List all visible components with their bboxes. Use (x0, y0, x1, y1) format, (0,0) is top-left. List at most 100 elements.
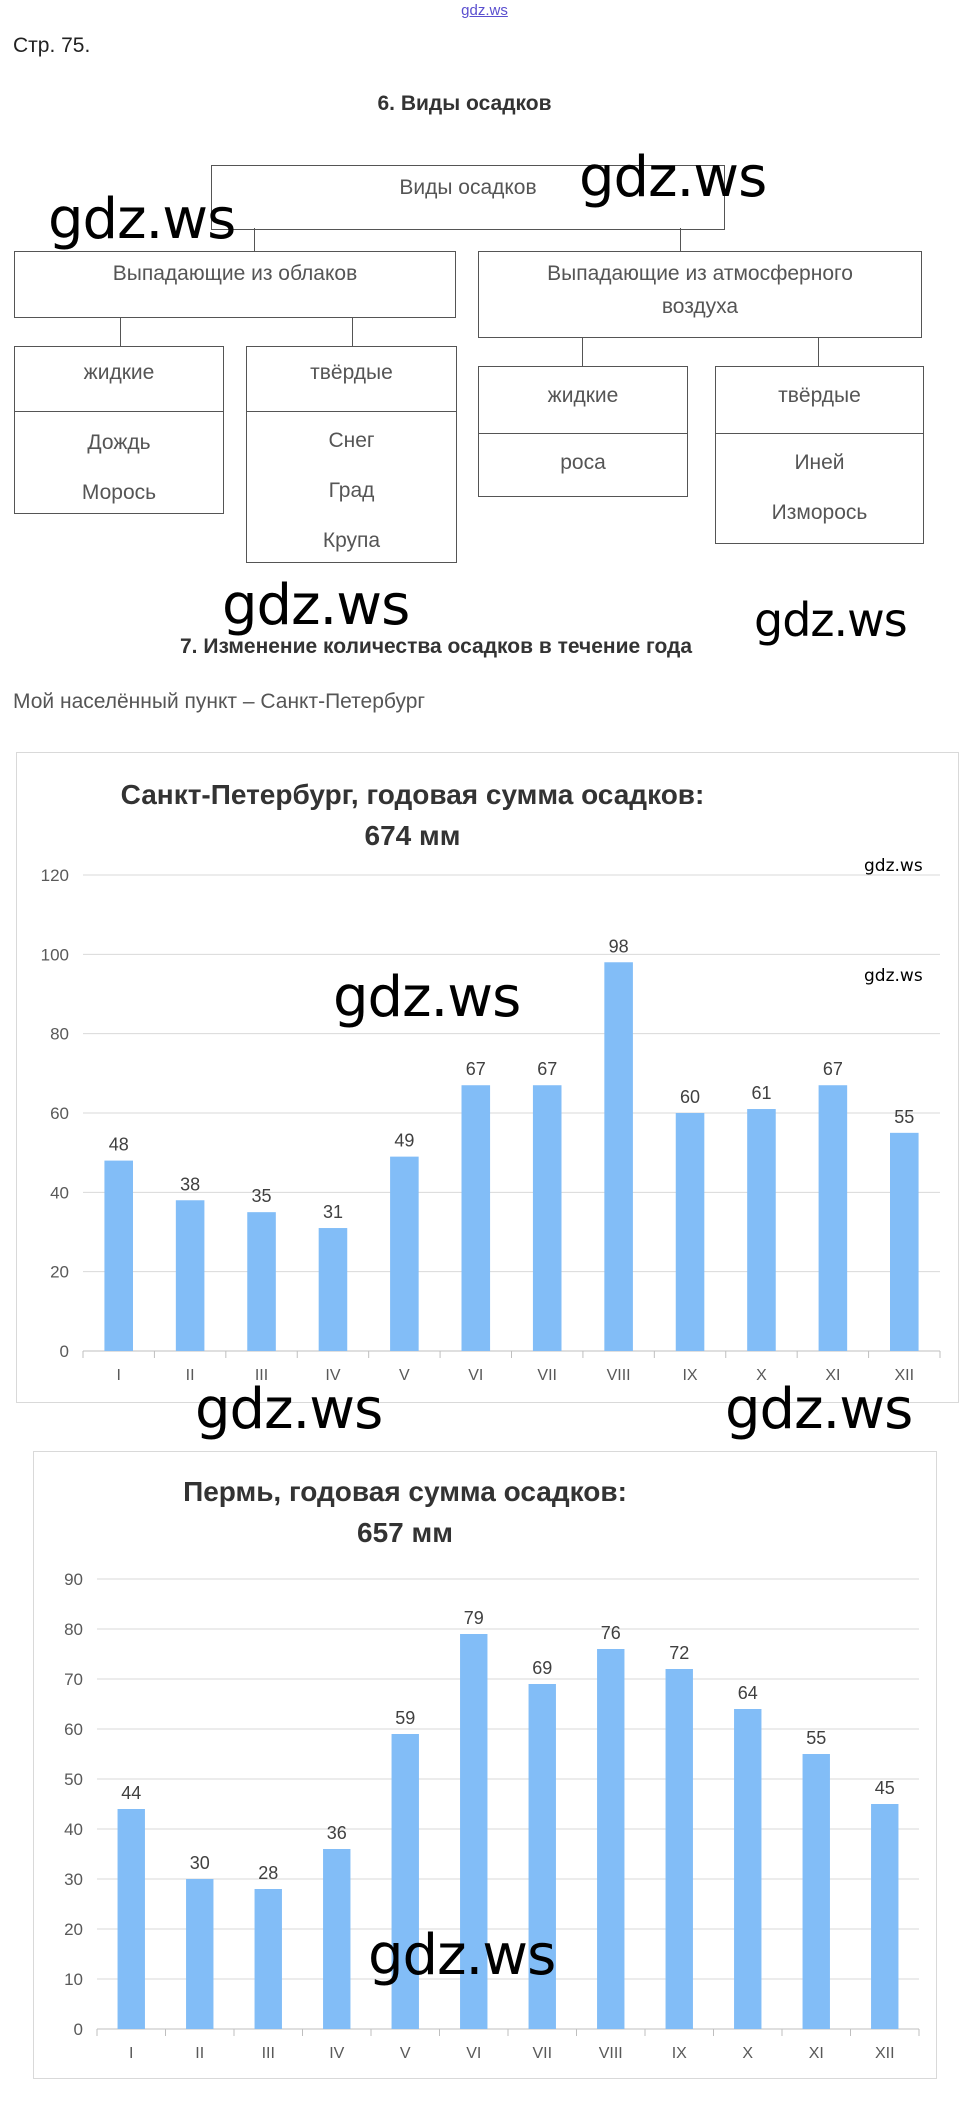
y-tick-label: 120 (41, 866, 69, 885)
city-line: Мой населённый пункт – Санкт-Петербург (13, 690, 426, 713)
data-label: 48 (109, 1135, 129, 1155)
bar (460, 1634, 488, 2029)
connector-line (818, 338, 820, 367)
branch-air-label: Выпадающие из атмосферного воздуха (547, 262, 853, 318)
x-tick-label: VIII (599, 2045, 623, 2062)
data-label: 76 (601, 1623, 621, 1643)
y-tick-label: 70 (64, 1670, 83, 1689)
y-tick-label: 50 (64, 1770, 83, 1789)
connector-line (582, 338, 584, 367)
bar (323, 1849, 351, 2029)
y-tick-label: 60 (64, 1720, 83, 1739)
group-head: жидкие (479, 367, 687, 434)
data-label: 72 (669, 1643, 689, 1663)
x-tick-label: I (116, 1367, 120, 1384)
bar (528, 1684, 556, 2029)
watermark: gdz.ws (195, 1377, 383, 1442)
watermark: gdz.ws (368, 1923, 556, 1988)
page-label: Стр. 75. (13, 34, 91, 57)
group-head: твёрдые (247, 347, 456, 412)
bar (675, 1113, 705, 1351)
bar (117, 1809, 145, 2029)
x-tick-label: X (756, 1367, 767, 1384)
diagram-root-label: Виды осадков (399, 176, 537, 199)
chart-title: Санкт-Петербург, годовая сумма осадков: (120, 779, 705, 810)
bar (391, 1734, 419, 2029)
bar (390, 1156, 419, 1351)
x-tick-label: X (742, 2045, 753, 2062)
x-tick-label: IX (672, 2045, 687, 2062)
y-tick-label: 0 (60, 1342, 69, 1361)
y-tick-label: 80 (64, 1620, 83, 1639)
bar (318, 1228, 348, 1351)
x-tick-label: II (195, 2045, 204, 2062)
bar (247, 1212, 276, 1351)
chart-perm-title-block: Пермь, годовая сумма осадков: 657 мм (33, 1472, 937, 1553)
x-tick-label: XII (895, 1367, 915, 1384)
y-tick-label: 20 (64, 1920, 83, 1939)
data-label: 61 (751, 1083, 771, 1103)
x-tick-label: II (186, 1367, 195, 1384)
watermark: gdz.ws (579, 145, 767, 210)
section-6-title: 6. Виды осадков (377, 92, 552, 115)
x-tick-label: VI (466, 2045, 481, 2062)
group-air-liquid: жидкие роса (478, 366, 688, 497)
x-tick-label: XI (825, 1367, 840, 1384)
connector-line (680, 228, 682, 252)
watermark: gdz.ws (864, 966, 923, 986)
x-tick-label: IX (682, 1367, 697, 1384)
watermark: gdz.ws (864, 856, 923, 876)
branch-air-node: Выпадающие из атмосферного воздуха (478, 251, 922, 338)
data-label: 64 (738, 1683, 758, 1703)
bar (104, 1160, 133, 1351)
x-tick-label: III (255, 1367, 268, 1384)
branch-clouds-label: Выпадающие из облаков (112, 262, 358, 285)
watermark: gdz.ws (333, 965, 521, 1030)
group-head: жидкие (15, 347, 223, 412)
data-label: 35 (252, 1186, 272, 1206)
bar (802, 1754, 830, 2029)
watermark: gdz.ws (754, 593, 908, 647)
data-label: 60 (680, 1087, 700, 1107)
group-item: роса (560, 451, 606, 474)
data-label: 31 (323, 1202, 343, 1222)
data-label: 49 (394, 1131, 414, 1151)
bar (604, 962, 633, 1351)
y-tick-label: 10 (64, 1970, 83, 1989)
x-tick-label: IV (329, 2045, 344, 2062)
bar (254, 1889, 282, 2029)
x-tick-label: VIII (607, 1367, 631, 1384)
branch-clouds-node: Выпадающие из облаков (14, 251, 456, 318)
data-label: 67 (537, 1059, 557, 1079)
x-tick-label: VI (468, 1367, 483, 1384)
group-item: Дождь (87, 431, 151, 454)
bar (747, 1109, 776, 1351)
data-label: 59 (395, 1708, 415, 1728)
x-tick-label: I (129, 2045, 133, 2062)
data-label: 44 (121, 1783, 141, 1803)
chart-title: Пермь, годовая сумма осадков: (183, 1476, 627, 1507)
diagram-root-node: Виды осадков (211, 165, 725, 230)
y-tick-label: 80 (50, 1025, 69, 1044)
group-item: Град (328, 479, 375, 502)
y-tick-label: 20 (50, 1263, 69, 1282)
x-tick-label: V (400, 2045, 411, 2062)
y-tick-label: 40 (64, 1820, 83, 1839)
connector-line (120, 318, 122, 347)
connector-line (352, 318, 354, 347)
connector-line (254, 228, 256, 252)
bar (175, 1200, 205, 1351)
bar (890, 1132, 919, 1351)
site-link[interactable]: gdz.ws (461, 2, 508, 19)
x-tick-label: XII (875, 2045, 895, 2062)
data-label: 38 (180, 1174, 200, 1194)
x-tick-label: IV (325, 1367, 340, 1384)
data-label: 36 (327, 1823, 347, 1843)
data-label: 45 (875, 1778, 895, 1798)
watermark: gdz.ws (222, 573, 410, 638)
data-label: 55 (894, 1107, 914, 1127)
bar (734, 1709, 762, 2029)
bar (186, 1879, 214, 2029)
y-tick-label: 30 (64, 1870, 83, 1889)
y-tick-label: 90 (64, 1570, 83, 1589)
